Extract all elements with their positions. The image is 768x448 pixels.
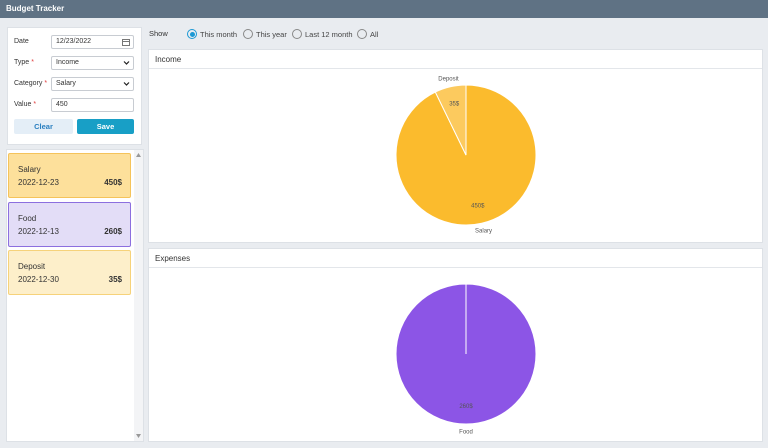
input-value: 450 — [56, 101, 68, 108]
clear-button[interactable]: Clear — [14, 119, 73, 134]
chevron — [123, 61, 130, 65]
panel-divider — [149, 267, 762, 268]
pie-chart: 450$ Salary 35$ Deposit — [395, 77, 537, 235]
entry-name: Food — [18, 213, 37, 223]
input-value: Salary — [56, 80, 76, 87]
entry-card[interactable]: Deposit 2022-12-30 35$ — [8, 250, 131, 295]
scroll-down — [136, 434, 141, 438]
slice-value-label: 450$ — [471, 204, 485, 210]
panel-divider — [149, 68, 762, 69]
required-mark: * — [33, 101, 37, 108]
entry-date: 2022-12-13 — [18, 226, 59, 236]
label-text: Category — [14, 80, 43, 87]
entry-date: 2022-12-23 — [18, 178, 59, 187]
radio-circle — [357, 29, 367, 39]
entry-amount: 450$ — [104, 178, 122, 187]
slice-category-label: Deposit — [438, 77, 459, 83]
option-label: This year — [256, 29, 287, 39]
label-text: Date — [14, 38, 29, 45]
chart-panel: Expenses 260$ Food — [148, 248, 763, 442]
option-label: All — [370, 29, 379, 39]
slice-value-label: 35$ — [449, 101, 460, 107]
pie-slice — [434, 84, 467, 156]
slice-category-label: Food — [459, 430, 473, 436]
field-label: Date — [14, 38, 29, 45]
input-value: Income — [56, 59, 79, 66]
value-input[interactable]: 450 — [51, 98, 134, 112]
slice-category-label: Salary — [475, 229, 492, 235]
date-input[interactable]: 12/23/2022 — [51, 35, 134, 49]
entry-name: Salary — [18, 165, 41, 174]
slice-value-label: 260$ — [459, 404, 473, 410]
filter-option[interactable]: This month — [187, 28, 237, 40]
entry-name: Deposit — [18, 262, 46, 271]
panel-title: Expenses — [155, 254, 191, 263]
app-title: Budget Tracker — [0, 0, 768, 18]
field-label: Value * — [14, 101, 36, 108]
entry-amount: 260$ — [104, 226, 122, 236]
category-select[interactable]: Salary — [51, 77, 134, 91]
chart-panel: Income 450$ Salary 35$ Deposit — [148, 49, 763, 243]
required-mark: * — [44, 80, 48, 87]
entry-date: 2022-12-30 — [18, 275, 59, 284]
radio-circle — [243, 29, 253, 39]
entry-amount: 35$ — [108, 275, 122, 284]
radio-circle — [187, 29, 197, 39]
label-text: Value — [14, 101, 32, 108]
filter-option[interactable]: All — [357, 28, 378, 40]
chevron — [123, 82, 130, 86]
calendar-icon — [122, 39, 130, 46]
filter-option[interactable]: Last 12 month — [292, 28, 353, 40]
scroll-up — [136, 153, 141, 157]
field-label: Category * — [14, 80, 47, 87]
filter-option[interactable]: This year — [243, 28, 287, 40]
option-label: This month — [200, 29, 238, 39]
option-label: Last 12 month — [305, 29, 353, 39]
input-value: 12/23/2022 — [56, 38, 92, 45]
label-text: Type — [14, 59, 30, 66]
entry-card[interactable]: Food 2022-12-13 260$ — [8, 201, 131, 247]
pie-slice — [395, 283, 537, 425]
scrollbar[interactable] — [134, 150, 143, 441]
field-label: Type * — [14, 59, 34, 66]
radio-circle — [292, 29, 302, 39]
required-mark: * — [31, 59, 34, 66]
pie-chart: 260$ Food — [395, 283, 537, 436]
filter-label: Show — [149, 29, 168, 38]
panel-title: Income — [155, 55, 182, 64]
type-select[interactable]: Income — [51, 56, 134, 70]
save-button[interactable]: Save — [77, 119, 134, 134]
entry-card[interactable]: Salary 2022-12-23 450$ — [8, 153, 131, 198]
